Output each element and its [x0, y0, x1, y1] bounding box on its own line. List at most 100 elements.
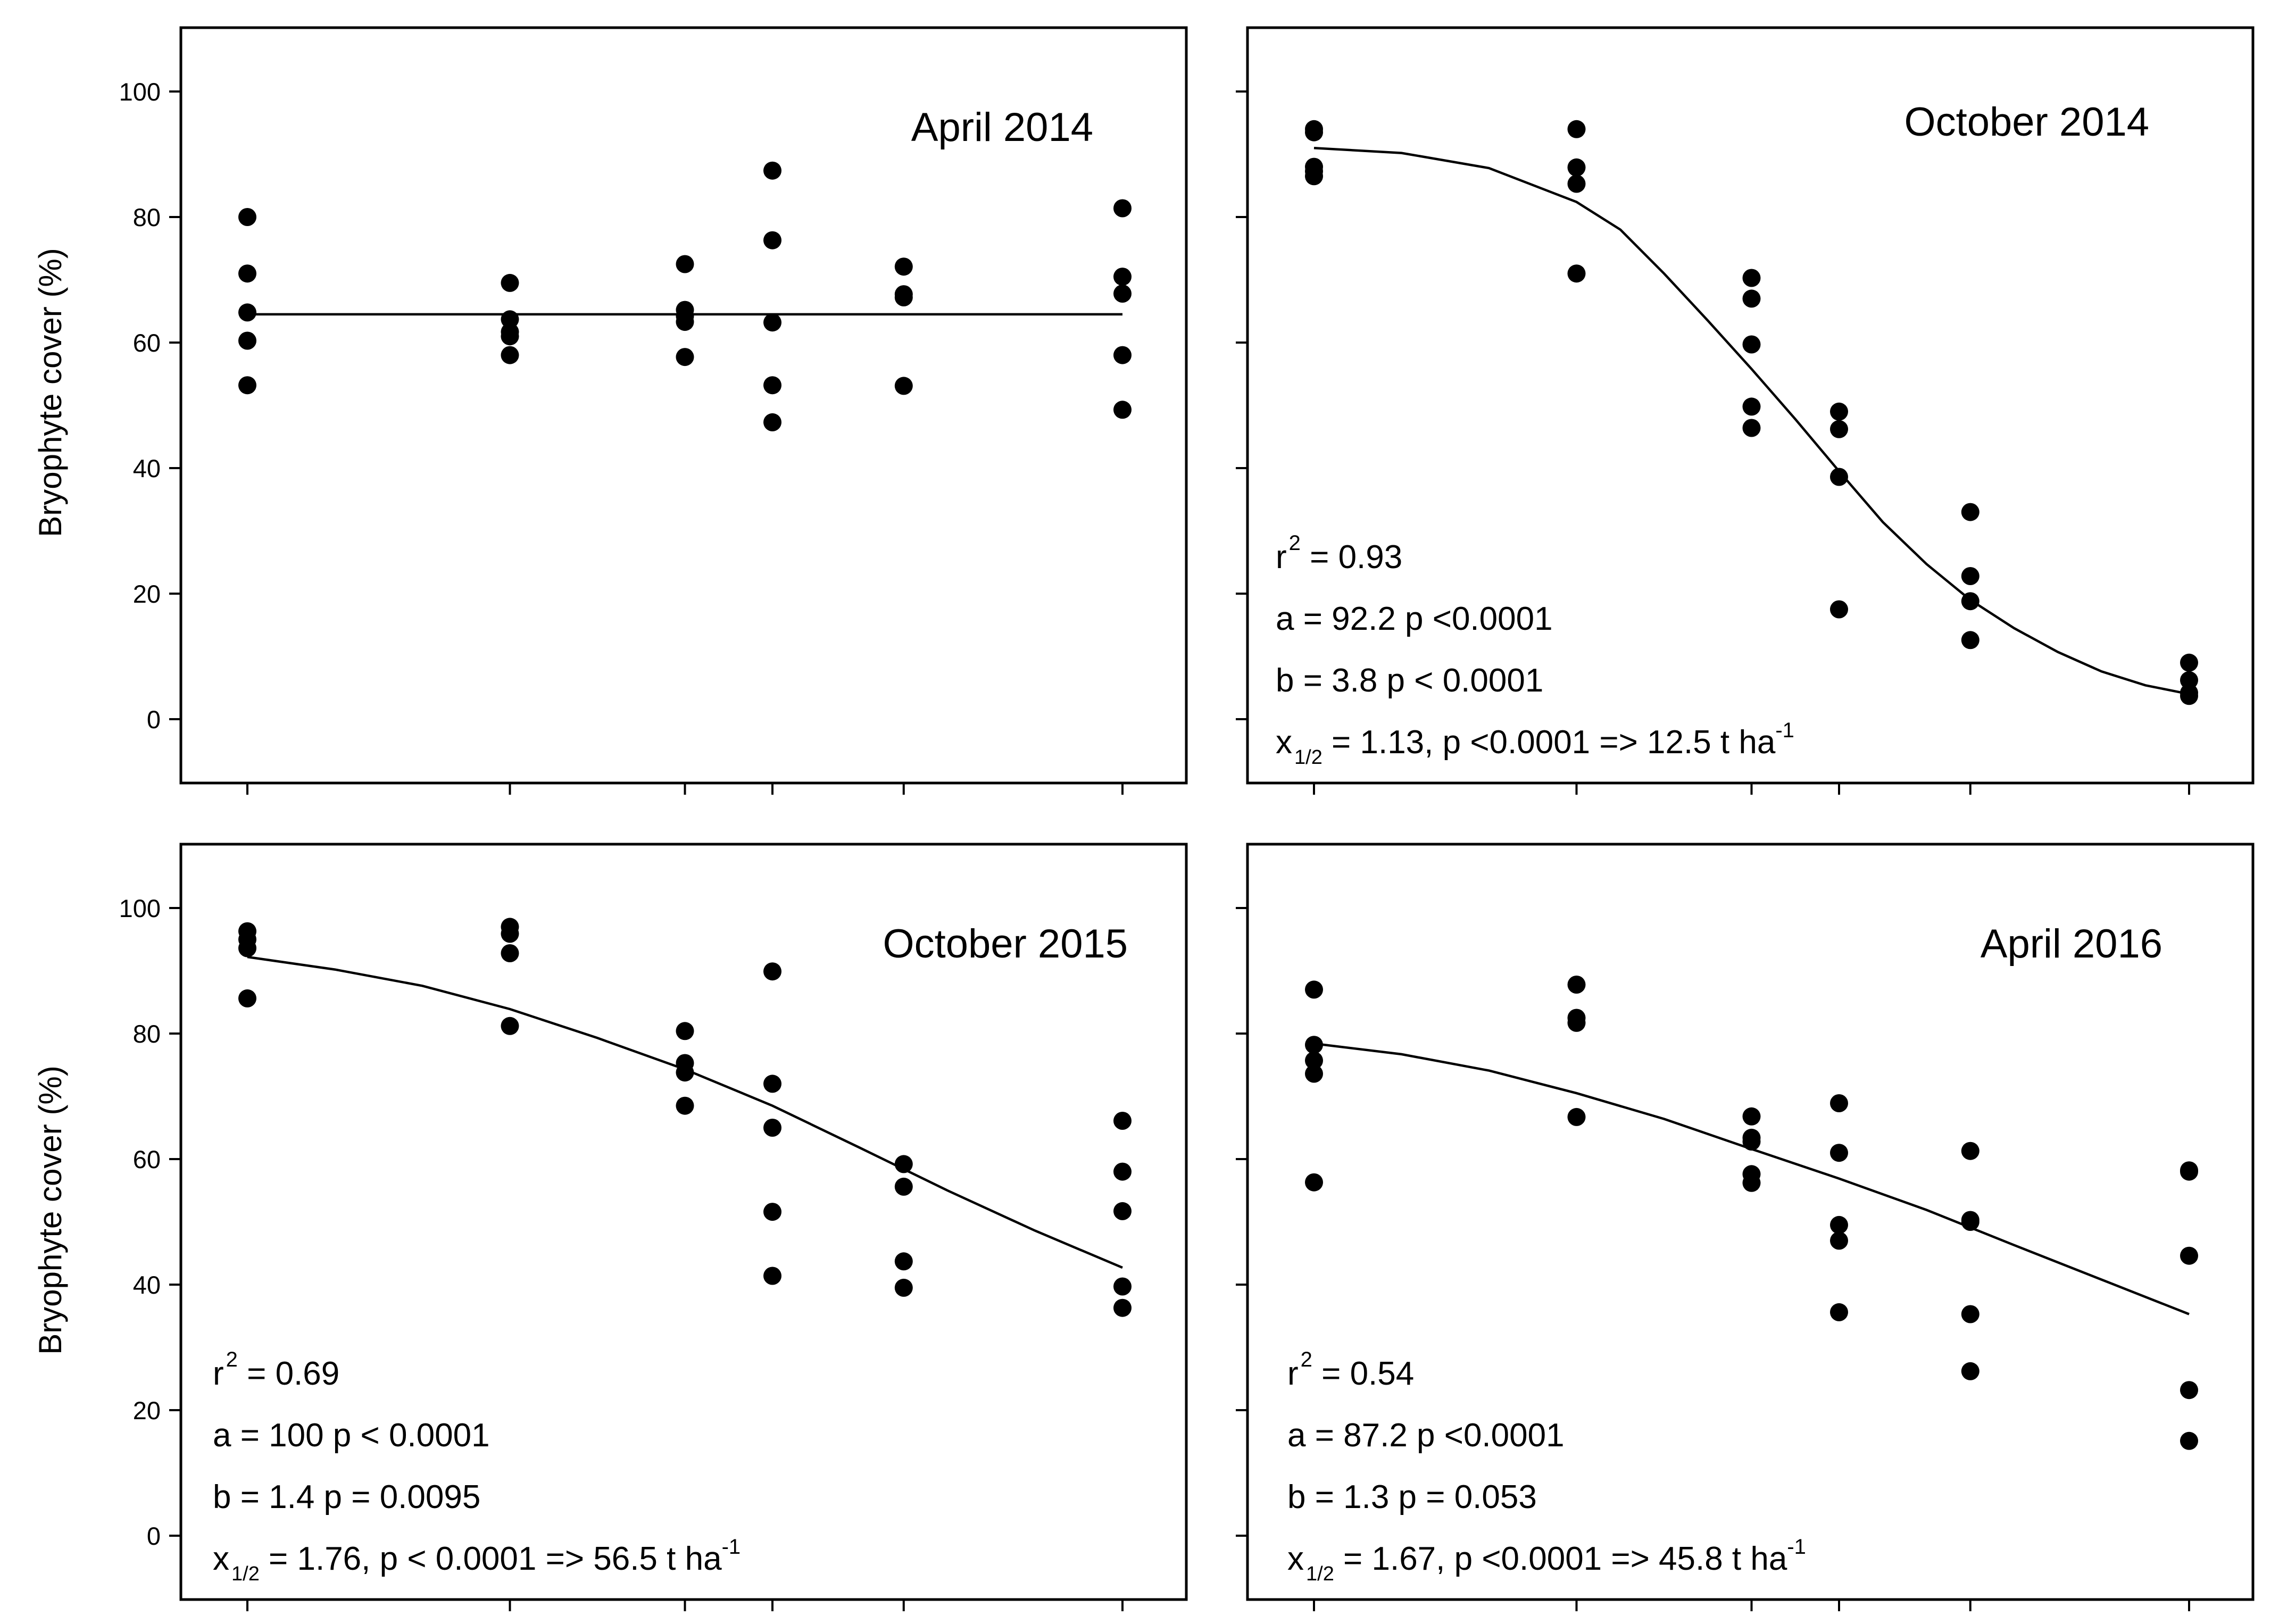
panel-title: April 2014 — [911, 105, 1093, 150]
data-point — [1961, 1305, 1979, 1323]
data-point — [763, 231, 781, 249]
data-point — [763, 161, 781, 180]
data-point — [1742, 397, 1761, 416]
data-point — [894, 288, 913, 306]
data-point — [238, 376, 256, 395]
plot-frame — [1246, 843, 2255, 1601]
data-point — [501, 944, 519, 962]
data-point — [1567, 264, 1586, 283]
data-point — [1113, 346, 1132, 364]
stat-line-3: b = 3.8 p < 0.0001 — [1276, 662, 1543, 699]
data-point — [1305, 1051, 1323, 1070]
data-point — [1567, 1107, 1586, 1126]
data-point — [2180, 653, 2198, 672]
data-point — [763, 1203, 781, 1221]
data-point — [1961, 1142, 1979, 1160]
data-point — [894, 1252, 913, 1271]
data-point — [1567, 158, 1586, 177]
data-point — [238, 208, 256, 226]
data-point — [2180, 1381, 2198, 1400]
data-point — [1830, 1303, 1848, 1321]
data-point — [1113, 1202, 1132, 1220]
panel-title: October 2014 — [1904, 99, 2149, 145]
data-point — [676, 1063, 694, 1082]
data-point — [1961, 1362, 1979, 1380]
data-point — [676, 313, 694, 331]
data-point — [1742, 1173, 1761, 1192]
data-point — [1305, 1173, 1323, 1192]
data-point — [238, 989, 256, 1007]
data-point — [763, 1119, 781, 1137]
data-point — [501, 925, 519, 943]
data-point — [1113, 1112, 1132, 1130]
y-tick-label: 100 — [119, 894, 161, 922]
data-point — [1830, 1231, 1848, 1250]
data-point — [1961, 592, 1979, 611]
data-point — [894, 257, 913, 276]
fit-line — [1313, 146, 2190, 696]
y-tick-label: 40 — [133, 1271, 161, 1299]
stat-line-4: x 1/2 = 1.13, p <0.0001 => 12.5 t ha-1 — [1276, 719, 1794, 769]
data-point — [1830, 600, 1848, 619]
data-point — [763, 962, 781, 981]
data-point — [2180, 1162, 2198, 1181]
data-point — [501, 327, 519, 346]
data-point — [763, 376, 781, 395]
y-axis-label-top: Bryophyte cover (%) — [32, 248, 68, 537]
y-tick-label: 80 — [133, 1020, 161, 1048]
y-tick-label: 80 — [133, 203, 161, 231]
data-point — [1742, 1132, 1761, 1151]
data-point — [1567, 1013, 1586, 1032]
data-point — [1961, 567, 1979, 585]
data-point — [501, 273, 519, 292]
data-point — [1305, 980, 1323, 999]
data-point — [1113, 401, 1132, 419]
data-point — [1113, 285, 1132, 303]
stat-line-3: b = 1.3 p = 0.053 — [1287, 1479, 1537, 1515]
stat-line-2: a = 87.2 p <0.0001 — [1287, 1417, 1565, 1454]
data-point — [763, 1267, 781, 1285]
data-point — [763, 413, 781, 431]
chart-panel-1: 0 20 40 60 80 100 April 2014 — [119, 26, 1188, 795]
stat-line-2: a = 100 p < 0.0001 — [213, 1417, 490, 1454]
data-point — [676, 1022, 694, 1040]
data-point — [1113, 1277, 1132, 1296]
data-point — [1113, 268, 1132, 286]
data-point — [2180, 687, 2198, 705]
y-axis-label-bottom: Bryophyte cover (%) — [32, 1065, 68, 1355]
data-point — [1113, 1162, 1132, 1181]
stat-line-4: x 1/2 = 1.76, p < 0.0001 => 56.5 t ha-1 — [213, 1535, 741, 1585]
data-point — [894, 1278, 913, 1297]
data-point — [2180, 1431, 2198, 1450]
data-point — [1567, 120, 1586, 138]
data-point — [894, 1177, 913, 1196]
data-point — [676, 1096, 694, 1115]
data-point — [1305, 1036, 1323, 1054]
data-point — [1305, 1064, 1323, 1083]
data-point — [238, 303, 256, 322]
data-point — [1961, 1213, 1979, 1231]
data-point — [1567, 174, 1586, 193]
data-point — [1961, 631, 1979, 649]
data-point — [1742, 335, 1761, 354]
y-tick-label: 60 — [133, 1145, 161, 1173]
data-point — [1830, 468, 1848, 486]
data-point — [501, 346, 519, 364]
y-tick-label: 100 — [119, 78, 161, 106]
stat-line-4: x 1/2 = 1.67, p <0.0001 => 45.8 t ha-1 — [1287, 1535, 1806, 1585]
y-tick-label: 0 — [147, 705, 161, 734]
data-point — [1830, 1094, 1848, 1112]
data-point — [1830, 402, 1848, 421]
data-point — [1830, 1215, 1848, 1234]
y-tick-label: 20 — [133, 580, 161, 608]
stat-line-3: b = 1.4 p = 0.0095 — [213, 1479, 480, 1515]
chart-panel-4: April 2016 r 2 = 0.54 a = 87.2 p <0.0001 b =… — [1236, 843, 2255, 1611]
y-tick-label: 60 — [133, 329, 161, 357]
data-point — [501, 310, 519, 329]
data-point — [1113, 199, 1132, 218]
data-point — [676, 348, 694, 367]
